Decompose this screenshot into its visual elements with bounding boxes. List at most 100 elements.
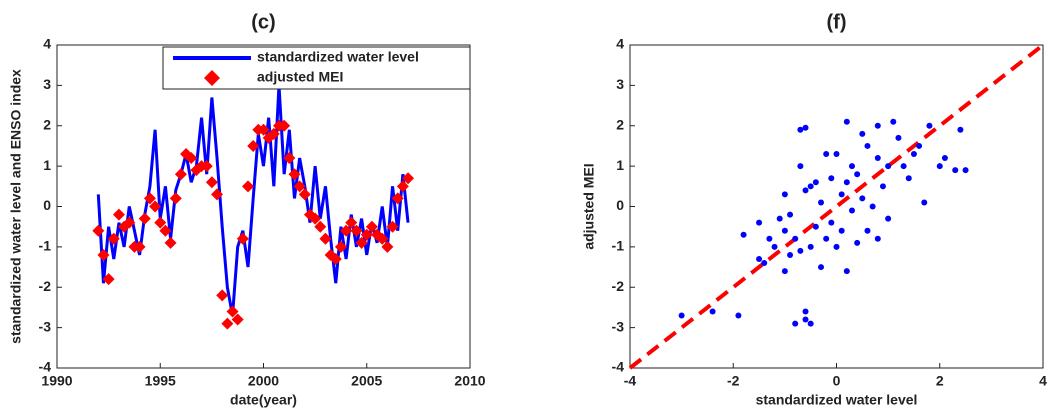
scatter-point [756, 255, 763, 262]
y-tick-label: 2 [43, 116, 51, 132]
chart-title: (c) [251, 11, 275, 33]
scatter-point [797, 163, 804, 170]
diamond-marker [97, 248, 110, 261]
scatter-point [874, 235, 881, 242]
scatter-point [807, 243, 814, 250]
diamond-marker [314, 220, 327, 233]
diamond-marker [138, 212, 151, 225]
scatter-point [864, 142, 871, 149]
diamond-marker [391, 192, 404, 205]
scatter-point [787, 211, 794, 218]
x-axis-label: standardized water level [756, 392, 918, 408]
scatter-point [812, 223, 819, 230]
scatter-point [807, 320, 814, 327]
scatter-point [802, 124, 809, 131]
diamond-marker [107, 232, 120, 245]
y-tick-label: -2 [39, 278, 52, 294]
diamond-marker [334, 240, 347, 253]
scatter-point [941, 155, 948, 162]
scatter-point [787, 251, 794, 258]
y-tick-label: 2 [616, 116, 624, 132]
scatter-point [848, 163, 855, 170]
scatter-point [709, 308, 716, 315]
scatter-point [843, 118, 850, 125]
scatter-point [781, 227, 788, 234]
y-tick-label: -1 [39, 238, 52, 254]
diamond-marker [293, 180, 306, 193]
y-tick-label: 4 [43, 36, 51, 52]
y-tick-label: -3 [612, 318, 625, 334]
scatter-point [905, 175, 912, 182]
diamond-marker [350, 224, 363, 237]
scatter-point [890, 118, 897, 125]
scatter-point [864, 227, 871, 234]
scatter-point [771, 243, 778, 250]
diamond-marker [257, 123, 270, 136]
diamond-marker [112, 208, 125, 221]
diamond-marker [329, 252, 342, 265]
legend-swatch [204, 70, 220, 86]
diamond-marker [309, 212, 322, 225]
diamond-marker [267, 127, 280, 140]
scatter-point [797, 247, 804, 254]
diamond-marker [298, 188, 311, 201]
diamond-marker [236, 232, 249, 245]
scatter-point [854, 171, 861, 178]
scatter-point [807, 183, 814, 190]
scatter-point [823, 235, 830, 242]
x-tick-label: -2 [727, 373, 740, 389]
scatter-point [916, 142, 923, 149]
diamond-marker [360, 228, 373, 241]
diamond-marker [396, 180, 409, 193]
scatter-point [838, 191, 845, 198]
diamond-marker [174, 168, 187, 181]
diamond-marker [402, 172, 415, 185]
diamond-marker [169, 192, 182, 205]
scatter-point [766, 235, 773, 242]
scatter-point [854, 239, 861, 246]
diamond-marker [102, 273, 115, 286]
scatter-point [859, 130, 866, 137]
scatter-point [843, 179, 850, 186]
diamond-marker [159, 224, 172, 237]
diamond-marker [221, 317, 234, 330]
scatter-point [818, 199, 825, 206]
y-tick-label: -1 [612, 238, 625, 254]
x-tick-label: 2005 [351, 373, 382, 389]
scatter-point [792, 235, 799, 242]
diamond-marker [247, 139, 260, 152]
scatter-point [900, 163, 907, 170]
scatter-point [828, 219, 835, 226]
diamond-marker [242, 180, 255, 193]
scatter-point [879, 183, 886, 190]
x-tick-label: 1990 [41, 373, 72, 389]
diamond-marker [154, 216, 167, 229]
scatter-point [936, 163, 943, 170]
chart-title: (f) [827, 11, 847, 33]
diamond-marker [123, 216, 136, 229]
diamond-marker [143, 192, 156, 205]
y-tick-label: 4 [616, 36, 624, 52]
diamond-marker [340, 224, 353, 237]
scatter-point [833, 151, 840, 158]
chart: (c) date(year) standardized water level an… [8, 11, 486, 407]
diamond-marker [355, 236, 368, 249]
y-tick-label: -4 [612, 359, 625, 375]
scatter-point [812, 179, 819, 186]
scatter-point [859, 195, 866, 202]
scatter-point [833, 243, 840, 250]
scatter-point [952, 167, 959, 174]
y-tick-label: -3 [39, 318, 52, 334]
diamond-marker [149, 200, 162, 213]
plot-area [56, 44, 471, 369]
diamond-marker [211, 188, 224, 201]
x-tick-label: 1995 [145, 373, 176, 389]
scatter-point [797, 126, 804, 133]
diamond-marker [386, 220, 399, 233]
x-tick-label: 0 [833, 373, 841, 389]
scatter-point [823, 151, 830, 158]
diamond-marker [164, 236, 177, 249]
scatter-point [802, 308, 809, 315]
scatter-point [781, 268, 788, 275]
